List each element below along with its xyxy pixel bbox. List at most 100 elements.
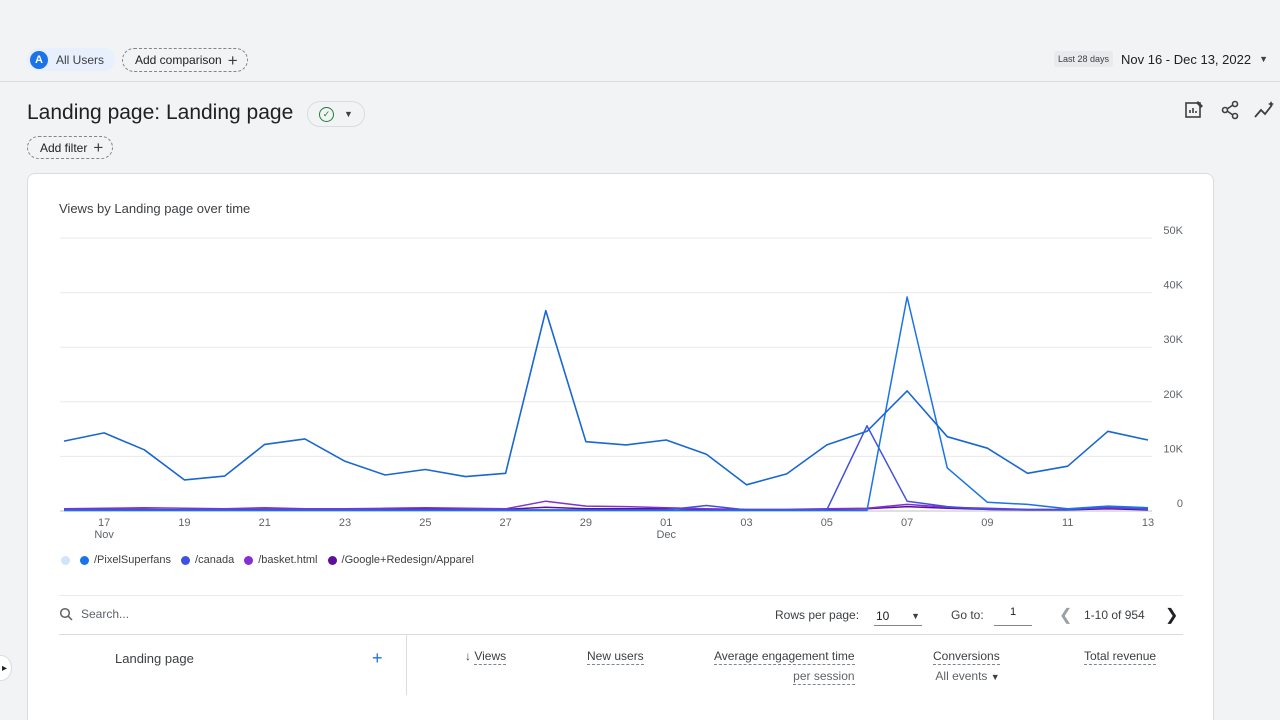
column-header-views[interactable]: ↓ Views — [465, 649, 507, 665]
y-tick-label: 50K — [1163, 225, 1183, 237]
add-comparison-label: Add comparison — [135, 53, 222, 67]
insights-button[interactable] — [1253, 98, 1277, 122]
add-comparison-button[interactable]: Add comparison + — [122, 48, 248, 72]
legend-dot — [327, 555, 337, 565]
series-line-canada[interactable] — [64, 425, 1149, 511]
plus-icon: + — [227, 50, 238, 70]
report-card: Views by Landing page over time 0 10K 20K 3… — [27, 173, 1214, 720]
rows-per-page-value: 10 — [876, 608, 890, 623]
top-bar — [0, 40, 1280, 82]
conversions-event-select[interactable]: All events ▼ — [933, 669, 1000, 683]
y-tick-label: 40K — [1163, 280, 1183, 292]
series-line-total[interactable] — [63, 309, 1149, 486]
column-label: New users — [587, 649, 644, 665]
column-header-avg-engagement[interactable]: Average engagement time per session — [714, 649, 855, 685]
legend-dot — [244, 555, 254, 565]
search-icon — [59, 607, 73, 621]
add-dimension-icon[interactable]: + — [372, 648, 383, 668]
share-icon — [1221, 100, 1239, 120]
customize-report-button[interactable] — [1182, 98, 1206, 122]
x-tick-label: 27 — [500, 517, 512, 529]
column-label: Conversions — [933, 649, 1000, 665]
legend-label: /basket.html — [258, 554, 318, 566]
segment-avatar: A — [30, 50, 48, 69]
legend-dot — [181, 555, 191, 565]
goto-label: Go to: — [951, 608, 984, 622]
date-preset-pill: Last 28 days — [1053, 51, 1113, 67]
dimension-header-label: Landing page — [115, 651, 194, 666]
previous-page-icon[interactable]: ❮ — [1059, 607, 1073, 624]
rows-per-page-select[interactable]: 10 ▼ — [874, 606, 922, 626]
rows-per-page-label: Rows per page: — [775, 608, 860, 622]
legend-label: /Google+Redesign/Apparel — [341, 554, 474, 566]
y-tick-label: 20K — [1163, 389, 1183, 401]
y-tick-label: 10K — [1163, 443, 1183, 455]
x-tick-label: 19 — [178, 517, 190, 529]
column-header-total-revenue[interactable]: Total revenue — [1084, 649, 1157, 665]
dropdown-caret-icon: ▼ — [911, 610, 920, 621]
sort-arrow-icon: ↓ — [465, 649, 471, 663]
column-label-line2: per session — [714, 669, 855, 685]
x-tick-label: 29 — [580, 517, 592, 529]
dropdown-caret-icon: ▼ — [1259, 54, 1268, 64]
pagination-status: 1-10 of 954 — [1084, 608, 1145, 622]
column-label: Average engagement time — [714, 649, 855, 665]
legend-item-google-redesign-apparel[interactable]: /Google+Redesign/Apparel — [327, 554, 474, 566]
page-title: Landing page: Landing page — [27, 101, 294, 124]
legend-label: /PixelSuperfans — [94, 554, 172, 566]
legend-dot — [80, 555, 89, 565]
legend-item-basket[interactable]: /basket.html — [244, 554, 318, 566]
plus-icon: + — [93, 138, 104, 157]
check-circle-icon: ✓ — [319, 106, 335, 122]
legend-item-pixelsuperfans[interactable]: /PixelSuperfans — [80, 554, 171, 566]
dimension-header-cell: Landing page + — [59, 635, 407, 695]
chart-legend: /PixelSuperfans /canada /basket.html /Go… — [61, 554, 474, 566]
x-tick-label: 03 — [740, 517, 752, 529]
conversions-event-value: All events — [935, 669, 988, 683]
column-header-conversions[interactable]: Conversions All events ▼ — [933, 649, 1000, 683]
x-tick-label: 11 — [1062, 517, 1073, 529]
add-filter-button[interactable]: Add filter + — [27, 136, 114, 159]
series-line-pixelsuperfans[interactable] — [64, 296, 1149, 512]
add-filter-label: Add filter — [40, 140, 88, 155]
x-tick-label: 05 — [821, 517, 833, 529]
y-tick-label: 0 — [1177, 498, 1183, 510]
x-tick-label: 23 — [339, 517, 351, 529]
date-range-text: Nov 16 - Dec 13, 2022 — [1121, 51, 1252, 67]
dropdown-caret-icon: ▼ — [990, 672, 1000, 682]
x-tick-label: 21 — [259, 517, 271, 529]
legend-label: /canada — [195, 554, 235, 566]
report-status-dropdown[interactable]: ✓ ▼ — [307, 101, 365, 127]
segment-label: All Users — [56, 52, 105, 67]
legend-total-dot — [61, 555, 70, 565]
x-tick-label: 13 — [1142, 517, 1154, 529]
y-tick-label: 30K — [1163, 334, 1183, 346]
goto-page-input[interactable]: 1 — [994, 606, 1032, 626]
x-tick-sublabel: Nov — [94, 529, 114, 541]
column-label: per session — [793, 669, 855, 685]
table-toolbar: Search... Rows per page: 10 ▼ Go to: 1 ❮… — [59, 595, 1183, 635]
x-tick-label: 25 — [419, 517, 431, 529]
table-search[interactable]: Search... — [59, 607, 129, 621]
insights-icon — [1254, 101, 1274, 118]
x-tick-label: 07 — [901, 517, 913, 529]
dropdown-caret-icon: ▼ — [344, 109, 353, 119]
column-header-new-users[interactable]: New users — [587, 649, 644, 665]
column-label: Total revenue — [1084, 649, 1157, 665]
x-tick-sublabel: Dec — [656, 529, 676, 541]
expand-panel-handle[interactable]: ▸ — [0, 655, 12, 681]
next-page-icon[interactable]: ❯ — [1165, 607, 1179, 624]
x-tick-label: 17 — [98, 517, 110, 529]
table-header: Landing page + ↓ Views New users Average… — [59, 635, 1183, 695]
date-range-picker[interactable]: Last 28 days Nov 16 - Dec 13, 2022 ▼ — [1053, 51, 1268, 67]
share-button[interactable] — [1218, 98, 1242, 122]
search-input-placeholder[interactable]: Search... — [81, 607, 130, 621]
column-label: Views — [474, 649, 507, 665]
edit-chart-icon — [1185, 101, 1203, 118]
x-tick-label: 01 — [660, 517, 672, 529]
legend-item-canada[interactable]: /canada — [181, 554, 234, 566]
segment-chip-all-users[interactable]: A All Users — [27, 48, 116, 71]
chart-title: Views by Landing page over time — [59, 201, 251, 216]
x-tick-label: 09 — [981, 517, 993, 529]
